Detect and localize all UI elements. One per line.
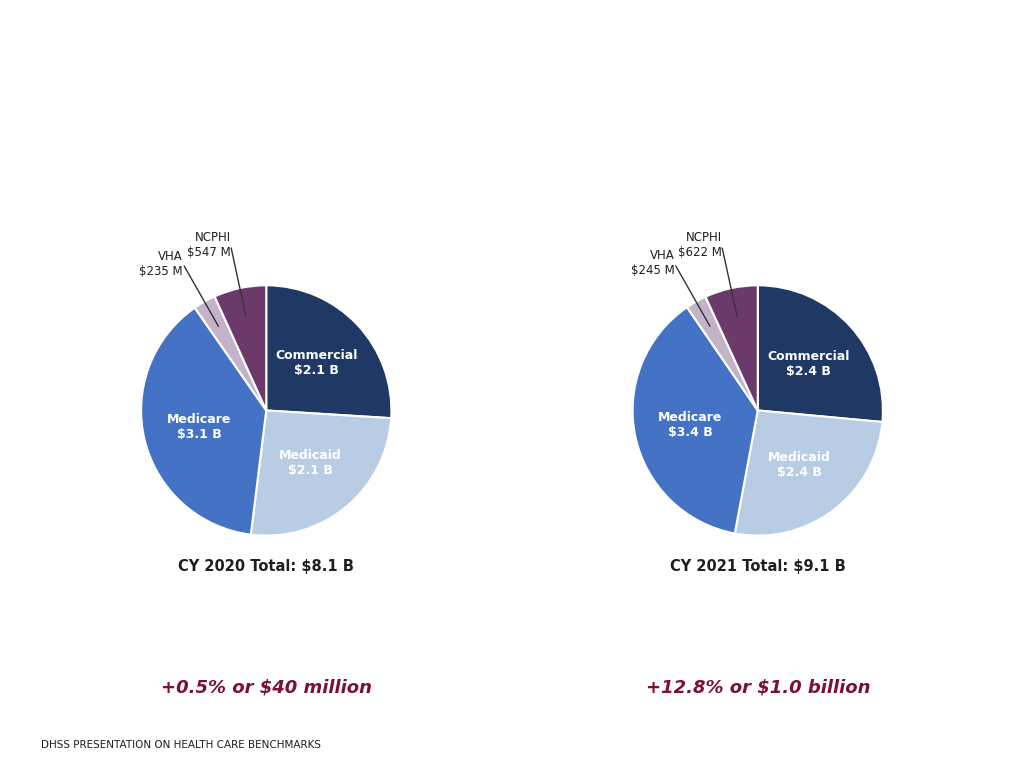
Text: +12.8% or $1.0 billion: +12.8% or $1.0 billion xyxy=(645,678,870,697)
Text: Medicaid
$2.1 B: Medicaid $2.1 B xyxy=(279,449,342,478)
Wedge shape xyxy=(195,296,266,410)
Wedge shape xyxy=(687,296,758,410)
Wedge shape xyxy=(735,410,883,535)
Text: NCPHI
$547 M: NCPHI $547 M xyxy=(186,231,230,260)
Text: DHSS PRESENTATION ON HEALTH CARE BENCHMARKS: DHSS PRESENTATION ON HEALTH CARE BENCHMA… xyxy=(41,740,321,750)
Text: Medicare
$3.4 B: Medicare $3.4 B xyxy=(658,411,723,439)
Text: NCPHI
$622 M: NCPHI $622 M xyxy=(678,231,722,260)
Text: TOTAL HEALTH CARE EXPENDITURES (THCE): TOTAL HEALTH CARE EXPENDITURES (THCE) xyxy=(60,75,950,110)
Text: CY 2021 Total: $9.1 B: CY 2021 Total: $9.1 B xyxy=(670,559,846,574)
Wedge shape xyxy=(215,285,266,410)
Wedge shape xyxy=(706,285,758,410)
Text: Medicare
$3.1 B: Medicare $3.1 B xyxy=(167,413,231,441)
Text: VHA
$235 M: VHA $235 M xyxy=(139,250,183,277)
Text: Commercial
$2.4 B: Commercial $2.4 B xyxy=(767,350,850,378)
Wedge shape xyxy=(141,308,266,535)
Wedge shape xyxy=(758,285,883,422)
Wedge shape xyxy=(251,410,391,535)
Text: CY 2020 Total: $8.1 B: CY 2020 Total: $8.1 B xyxy=(178,559,354,574)
Wedge shape xyxy=(633,307,758,534)
Wedge shape xyxy=(266,285,391,419)
Text: Medicaid
$2.4 B: Medicaid $2.4 B xyxy=(768,452,830,479)
Text: +0.5% or $40 million: +0.5% or $40 million xyxy=(161,678,372,697)
Text: VHA
$245 M: VHA $245 M xyxy=(631,250,675,277)
Text: Commercial
$2.1 B: Commercial $2.1 B xyxy=(275,349,357,377)
